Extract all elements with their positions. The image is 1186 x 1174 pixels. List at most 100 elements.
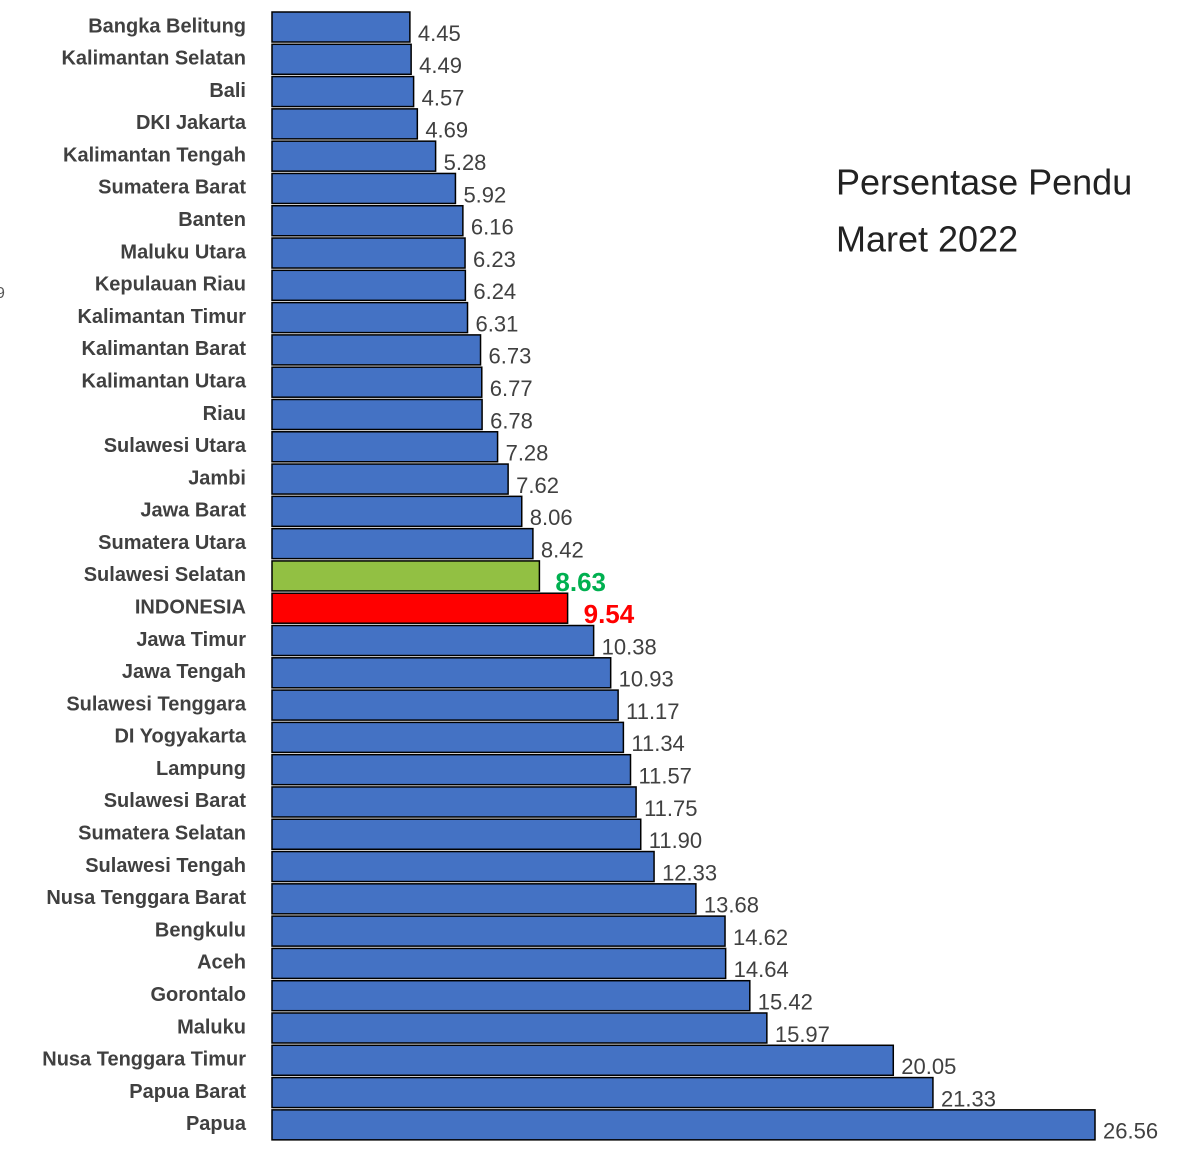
y-tick-label: Jambi [188,467,246,489]
y-tick-label: Kepulauan Riau [95,274,246,296]
bar [271,75,415,108]
bar [271,204,464,237]
bar [271,366,483,398]
y-tick-label: Bengkulu [155,919,246,941]
y-tick-label: DI Yogyakarta [114,726,246,748]
y-tick-label: Maluku Utara [120,241,246,263]
y-tick-label: Gorontalo [150,984,246,1006]
bar [271,108,419,140]
bar [271,1076,934,1109]
bar [271,43,412,76]
y-tick-label: Sulawesi Tengah [85,855,246,877]
value-label: 14.62 [733,925,788,950]
value-label: 26.56 [1103,1119,1158,1144]
bar [271,624,595,657]
y-tick-label: Papua Barat [129,1081,246,1103]
y-tick-label: Maluku [177,1016,246,1038]
y-tick-label: Bangka Belitung [88,15,246,37]
chart-title: Persentase Pendu [836,162,1132,203]
bar [271,818,642,850]
value-label: 8.42 [541,537,584,562]
value-label: 12.33 [662,860,717,885]
value-label: 14.64 [734,957,789,982]
value-label: 7.28 [506,441,549,466]
bar [271,979,751,1012]
y-tick-label: Aceh [197,952,246,974]
bar [271,269,467,302]
bar [271,398,483,431]
y-tick-label: Sulawesi Selatan [84,564,246,586]
y-tick-label: Sulawesi Utara [104,435,247,457]
chart-title: Maret 2022 [836,219,1018,260]
value-label: 6.77 [490,376,533,401]
bar [271,172,457,205]
y-tick-label: Nusa Tenggara Barat [46,887,246,909]
value-label: 20.05 [901,1054,956,1079]
bar [271,753,632,786]
value-label: 15.42 [758,990,813,1015]
y-tick-label: DKI Jakarta [136,112,247,134]
value-label: 15.97 [775,1022,830,1047]
value-label: 9.54 [584,599,635,629]
bar [271,915,726,947]
y-tick-label: Nusa Tenggara Timur [42,1049,246,1071]
bar [271,334,482,366]
bar [271,560,541,592]
bar [271,592,569,624]
y-tick-label: Lampung [156,758,246,780]
y-tick-label: Papua [186,1113,247,1135]
bar [271,850,655,883]
y-tick-label: Kalimantan Utara [82,370,247,392]
value-label: 4.45 [418,21,461,46]
value-label: 8.63 [555,567,606,597]
bar [271,947,727,980]
y-tick-label: Jawa Tengah [122,661,246,683]
bar [271,1044,895,1077]
value-label: 13.68 [704,893,759,918]
value-label: 6.16 [471,215,514,240]
value-label: 11.17 [626,699,679,724]
y-tick-label: Sulawesi Barat [104,790,247,812]
bar [271,721,625,754]
bar [271,883,697,915]
bar [271,463,509,495]
value-label: 5.28 [444,150,487,175]
bar [271,11,411,43]
bar [271,495,523,528]
y-tick-label: Kalimantan Selatan [61,48,246,70]
value-label: 4.49 [419,53,462,78]
y-tick-label: Sumatera Barat [98,177,246,199]
y-tick-label: Sumatera Selatan [78,823,246,845]
bar [271,786,637,818]
y-tick-label: Sulawesi Tenggara [66,693,247,715]
value-label: 21.33 [941,1086,996,1111]
y-tick-label: Jawa Barat [140,500,246,522]
value-label: 4.69 [425,118,468,143]
y-tick-label: Bali [209,80,246,102]
value-label: 11.34 [631,731,684,756]
y-tick-label: Riau [203,403,246,425]
value-label: 6.31 [476,311,519,336]
y-tick-label: Kalimantan Tengah [63,144,246,166]
bar [271,689,619,721]
bar [271,431,499,463]
bar [271,237,466,269]
bar [271,301,469,334]
value-label: 6.24 [473,279,516,304]
bar [271,140,437,172]
value-label: 8.06 [530,505,573,530]
value-label: 6.23 [473,247,516,272]
bar [271,1012,768,1044]
bar [271,527,534,560]
y-tick-label: Jawa Timur [136,629,246,651]
annotation: 9 [0,285,5,302]
value-label: 11.57 [639,763,692,788]
value-label: 4.57 [422,85,465,110]
bar [271,657,612,689]
value-label: 7.62 [516,473,559,498]
value-label: 6.73 [489,344,532,369]
value-label: 6.78 [490,408,533,433]
y-tick-label: INDONESIA [135,597,246,619]
value-label: 10.38 [602,634,657,659]
